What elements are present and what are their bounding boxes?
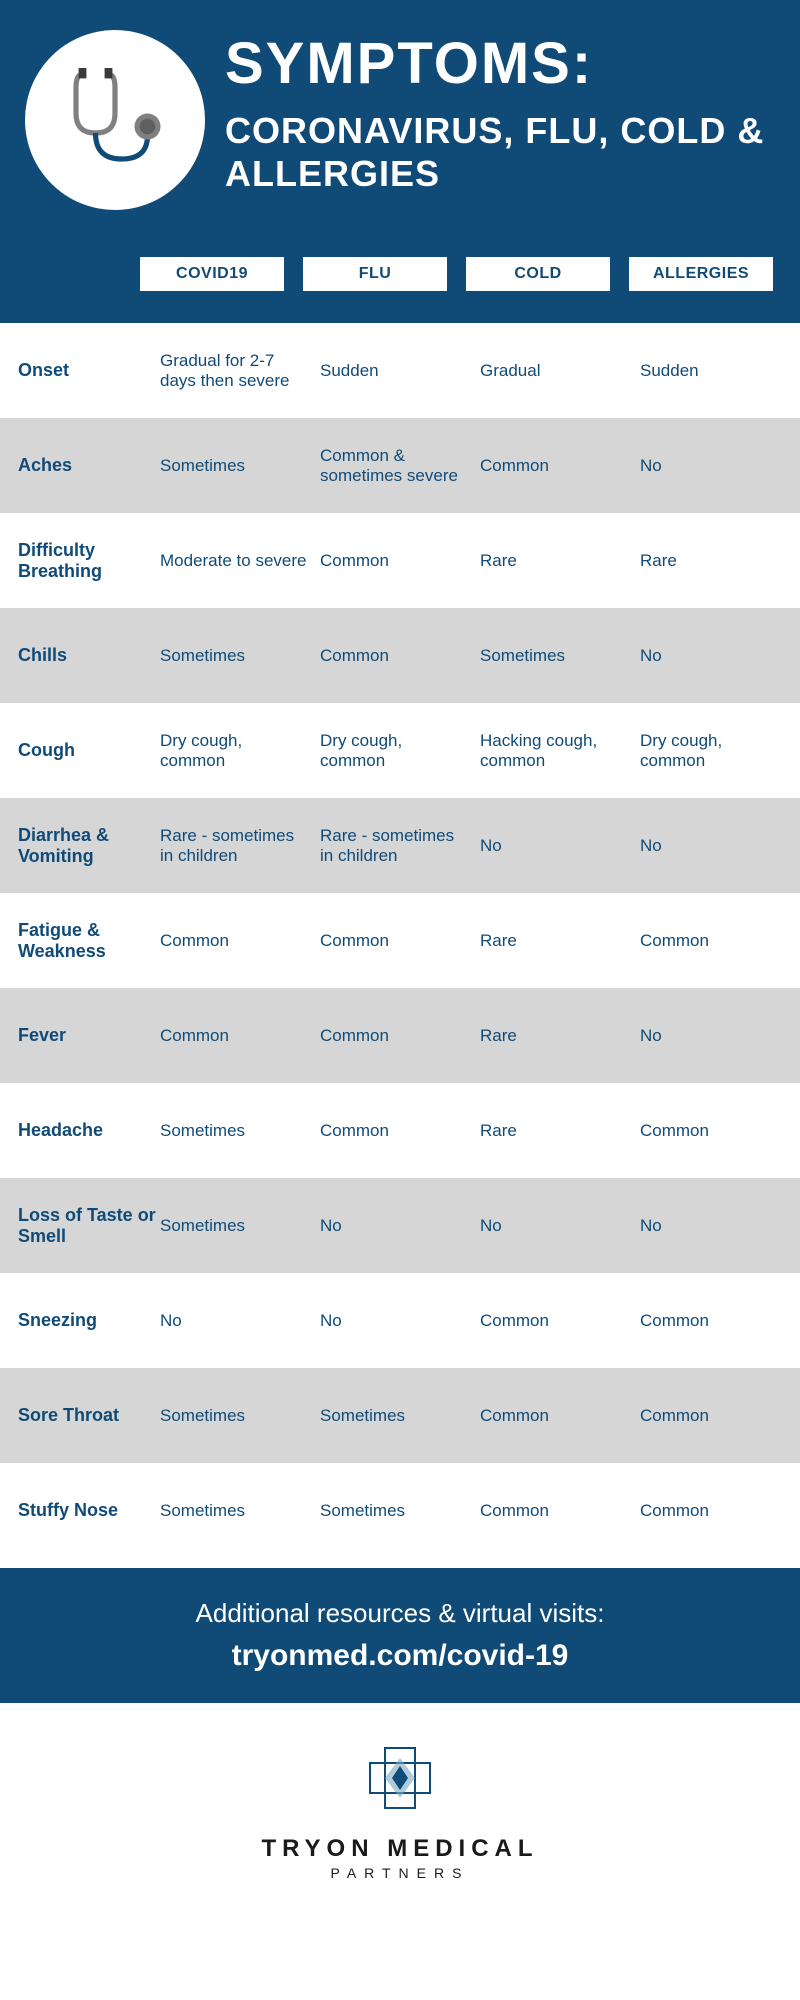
cell: Common [640,1406,800,1426]
row-label: Chills [0,645,160,666]
row-label: Cough [0,740,160,761]
cell: Rare [480,931,640,951]
cell: No [320,1216,480,1236]
logo-sub: PARTNERS [20,1865,780,1881]
row-label: Sneezing [0,1310,160,1331]
symptoms-table: OnsetGradual for 2-7 days then severeSud… [0,323,800,1558]
table-row: Stuffy NoseSometimesSometimesCommonCommo… [0,1463,800,1558]
logo-area: TRYON MEDICAL PARTNERS [0,1703,800,1916]
cell: No [640,1026,800,1046]
row-label: Fatigue & Weakness [0,920,160,962]
table-row: Sore ThroatSometimesSometimesCommonCommo… [0,1368,800,1463]
row-label: Fever [0,1025,160,1046]
row-label: Onset [0,360,160,381]
cell: No [480,1216,640,1236]
table-row: Difficulty BreathingModerate to severeCo… [0,513,800,608]
cell: Sudden [320,361,480,381]
table-row: Fatigue & WeaknessCommonCommonRareCommon [0,893,800,988]
cell: No [160,1311,320,1331]
cell: Common [160,931,320,951]
table-row: CoughDry cough, commonDry cough, commonH… [0,703,800,798]
cell: No [480,836,640,856]
cell: Dry cough, common [160,731,320,771]
cell: Common [480,1501,640,1521]
cell: Common [640,1311,800,1331]
row-label: Stuffy Nose [0,1500,160,1521]
table-row: Diarrhea & VomitingRare - sometimes in c… [0,798,800,893]
cell: Common [640,1501,800,1521]
cell: Rare - sometimes in children [160,826,320,866]
cell: Common [480,1311,640,1331]
cell: Gradual [480,361,640,381]
cell: Sometimes [480,646,640,666]
table-row: FeverCommonCommonRareNo [0,988,800,1083]
cell: Common [320,646,480,666]
cell: Sometimes [160,1216,320,1236]
row-label: Aches [0,455,160,476]
cell: No [320,1311,480,1331]
cell: Common [640,1121,800,1141]
cell: No [640,456,800,476]
row-label: Headache [0,1120,160,1141]
logo-icon [360,1738,440,1818]
cell: Sometimes [320,1501,480,1521]
footer-banner: Additional resources & virtual visits: t… [0,1568,800,1703]
stethoscope-icon-circle [25,30,205,210]
cell: Sometimes [160,1121,320,1141]
cell: Gradual for 2-7 days then severe [160,351,320,391]
table-row: OnsetGradual for 2-7 days then severeSud… [0,323,800,418]
cell: Dry cough, common [320,731,480,771]
cell: Common [480,456,640,476]
cell: Common [320,1121,480,1141]
cell: Rare [640,551,800,571]
main-title: SYMPTOMS: [225,30,775,97]
cell: No [640,1216,800,1236]
cell: Rare [480,551,640,571]
table-row: HeadacheSometimesCommonRareCommon [0,1083,800,1178]
cell: No [640,646,800,666]
cell: No [640,836,800,856]
cell: Common [160,1026,320,1046]
row-label: Loss of Taste or Smell [0,1205,160,1247]
cell: Moderate to severe [160,551,320,571]
title-block: SYMPTOMS: CORONAVIRUS, FLU, COLD & ALLER… [225,30,775,195]
cell: Common [320,1026,480,1046]
col-cold: COLD [464,255,612,293]
table-row: ChillsSometimesCommonSometimesNo [0,608,800,703]
table-row: AchesSometimesCommon & sometimes severeC… [0,418,800,513]
footer-line2: tryonmed.com/covid-19 [20,1639,780,1673]
cell: Rare - sometimes in children [320,826,480,866]
row-label: Sore Throat [0,1405,160,1426]
cell: Sometimes [320,1406,480,1426]
column-headers: COVID19 FLU COLD ALLERGIES [0,235,800,323]
cell: Rare [480,1121,640,1141]
col-allergies: ALLERGIES [627,255,775,293]
col-flu: FLU [301,255,449,293]
table-row: SneezingNoNoCommonCommon [0,1273,800,1368]
col-covid19: COVID19 [138,255,286,293]
stethoscope-icon [50,55,180,185]
cell: Common [480,1406,640,1426]
cell: Common [640,931,800,951]
cell: Sometimes [160,1406,320,1426]
cell: Dry cough, common [640,731,800,771]
cell: Common [320,551,480,571]
header: SYMPTOMS: CORONAVIRUS, FLU, COLD & ALLER… [0,0,800,235]
row-label: Diarrhea & Vomiting [0,825,160,867]
table-row: Loss of Taste or SmellSometimesNoNoNo [0,1178,800,1273]
cell: Sometimes [160,646,320,666]
cell: Common & sometimes severe [320,446,480,486]
cell: Sometimes [160,456,320,476]
subtitle: CORONAVIRUS, FLU, COLD & ALLERGIES [225,109,775,195]
cell: Common [320,931,480,951]
logo-name: TRYON MEDICAL [20,1835,780,1863]
cell: Sudden [640,361,800,381]
cell: Hacking cough, common [480,731,640,771]
cell: Sometimes [160,1501,320,1521]
row-label: Difficulty Breathing [0,540,160,582]
footer-line1: Additional resources & virtual visits: [20,1598,780,1629]
cell: Rare [480,1026,640,1046]
